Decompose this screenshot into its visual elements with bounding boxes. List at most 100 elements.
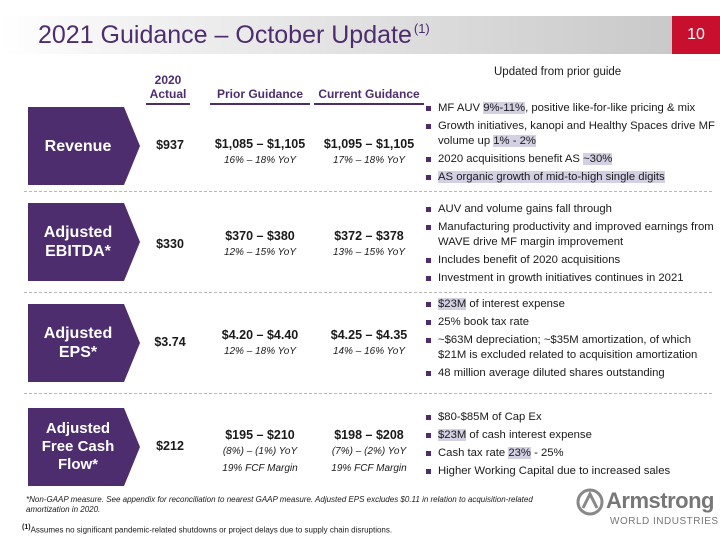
bullet-item: Higher Working Capital due to increased …	[426, 464, 718, 479]
current-range: $4.25 – $4.35	[330, 328, 408, 342]
actual-value: $212	[156, 439, 184, 453]
bullet-square-icon	[426, 320, 431, 325]
bullet-square-icon	[426, 371, 431, 376]
highlighted-text: AS organic growth of mid-to-high single …	[438, 171, 665, 183]
bullet-text: of cash interest expense	[466, 429, 592, 441]
bullet-item: Investment in growth initiatives continu…	[426, 271, 718, 286]
bullet-item: $23M of cash interest expense	[426, 428, 718, 443]
prior-guidance: $1,085 – $1,105 16% – 18% YoY	[210, 136, 310, 169]
bullet-text: - 25%	[530, 447, 564, 459]
armstrong-logo-mark-icon	[576, 488, 604, 516]
bullet-square-icon	[426, 276, 431, 281]
current-guidance: $4.25 – $4.35 14% – 16% YoY	[314, 327, 424, 360]
row-label-revenue: Revenue	[28, 107, 140, 185]
bullet-text: 2020 acquisitions benefit AS	[438, 153, 584, 165]
bullet-square-icon	[426, 415, 431, 420]
prior-range: $4.20 – $4.40	[221, 328, 299, 342]
col-head-actual-text: 2020 Actual	[149, 73, 187, 101]
prior-guidance: $370 – $380 12% – 15% YoY	[210, 228, 310, 261]
bullet-text: Cash tax rate	[438, 447, 509, 459]
row-chevron-shape	[28, 304, 140, 382]
row-label-ebitda: Adjusted EBITDA*	[28, 203, 140, 281]
col-head-underline	[210, 103, 310, 105]
row-divider	[24, 292, 712, 293]
bullet-text: 48 million average diluted shares outsta…	[438, 367, 665, 379]
current-range: $1,095 – $1,105	[323, 137, 415, 151]
bullet-item: Includes benefit of 2020 acquisitions	[426, 253, 718, 268]
prior-yoy: (8%) – (1%) YoY	[222, 446, 298, 457]
prior-range: $370 – $380	[225, 229, 295, 243]
assumption-footnote: (1)Assumes no significant pandemic-relat…	[22, 524, 392, 535]
logo-wordmark: Armstrong	[606, 488, 714, 513]
highlighted-text: 9%-11%	[483, 102, 526, 114]
col-head-actual: 2020 Actual	[146, 73, 190, 105]
bullet-text: 25% book tax rate	[438, 316, 530, 328]
col-head-underline	[146, 103, 190, 105]
current-yoy: 17% – 18% YoY	[332, 155, 406, 166]
armstrong-logo: Armstrong WORLD INDUSTRIES	[572, 488, 718, 536]
title-bar: 2021 Guidance – October Update (1) 10	[0, 16, 720, 54]
bullet-list-revenue: MF AUV 9%-11%, positive like-for-like pr…	[426, 101, 718, 188]
non-gaap-footnote: *Non-GAAP measure. See appendix for reco…	[26, 495, 533, 514]
prior-yoy: 12% – 18% YoY	[223, 346, 297, 357]
highlighted-text: 1% - 2%	[493, 135, 536, 147]
row-label-text: Adjusted EPS*	[43, 325, 113, 361]
current-fcf-margin: 19% FCF Margin	[331, 463, 407, 474]
bullet-text: Manufacturing productivity and improved …	[438, 221, 714, 248]
highlighted-text: 23%	[508, 447, 531, 459]
bullet-square-icon	[426, 338, 431, 343]
bullet-list-fcf: $80-$85M of Cap Ex $23M of cash interest …	[426, 410, 718, 482]
bullet-text: , positive like-for-like pricing & mix	[525, 102, 696, 114]
current-yoy: 13% – 15% YoY	[332, 247, 406, 258]
row-chevron-shape	[28, 408, 140, 486]
title-footnote-marker: (1)	[413, 21, 430, 36]
footnote-text: Assumes no significant pandemic-related …	[30, 525, 393, 535]
actual-value: $3.74	[154, 335, 186, 349]
bullet-text: of interest expense	[466, 298, 565, 310]
current-range: $198 – $208	[334, 428, 404, 442]
bullet-text: Includes benefit of 2020 acquisitions	[438, 254, 621, 266]
col-head-current-text: Current Guidance	[318, 87, 420, 101]
prior-yoy: 16% – 18% YoY	[223, 155, 297, 166]
page-number: 10	[672, 16, 720, 54]
bullet-text: MF AUV	[438, 102, 484, 114]
row-label-eps: Adjusted EPS*	[28, 304, 140, 382]
col-head-prior: Prior Guidance	[210, 87, 310, 105]
bullet-square-icon	[426, 225, 431, 230]
bullet-text: AUV and volume gains fall through	[438, 203, 612, 215]
highlighted-text: $23M	[438, 298, 467, 310]
col-head-underline	[314, 103, 424, 105]
row-label-text: Revenue	[44, 137, 112, 155]
current-guidance: $1,095 – $1,105 17% – 18% YoY	[314, 136, 424, 169]
actual-value: $937	[156, 138, 184, 152]
bullet-text: Higher Working Capital due to increased …	[438, 465, 671, 477]
bullet-item: ~$63M depreciation; ~$35M amortization, …	[426, 333, 718, 363]
prior-yoy: 12% – 15% YoY	[223, 247, 297, 258]
bullet-item: $23M of interest expense	[426, 297, 718, 312]
bullet-item: AS organic growth of mid-to-high single …	[426, 170, 718, 185]
prior-range: $195 – $210	[225, 428, 295, 442]
bullet-item: $80-$85M of Cap Ex	[426, 410, 718, 425]
page-title-text: 2021 Guidance – October Update	[38, 21, 412, 49]
bullet-square-icon	[426, 433, 431, 438]
bullet-square-icon	[426, 106, 431, 111]
bullet-item: AUV and volume gains fall through	[426, 202, 718, 217]
bullet-text: Growth initiatives, kanopi and Healthy S…	[438, 120, 715, 147]
bullet-square-icon	[426, 157, 431, 162]
bullet-item: 25% book tax rate	[426, 315, 718, 330]
highlighted-text: $23M	[438, 429, 467, 441]
row-label-text: Adjusted EBITDA*	[43, 224, 113, 260]
prior-guidance: $195 – $210 (8%) – (1%) YoY 19% FCF Marg…	[210, 427, 310, 477]
current-yoy: (7%) – (2%) YoY	[331, 446, 407, 457]
footnote-marker: (1)	[22, 524, 31, 531]
bullet-square-icon	[426, 124, 431, 129]
page-title: 2021 Guidance – October Update (1)	[38, 21, 430, 50]
bullet-list-ebitda: AUV and volume gains fall through Manufac…	[426, 202, 718, 289]
updated-label: Updated from prior guide	[494, 66, 622, 78]
bullet-text: ~$63M depreciation; ~$35M amortization, …	[438, 334, 698, 361]
row-chevron-shape	[28, 107, 140, 185]
prior-range: $1,085 – $1,105	[214, 137, 306, 151]
bullet-square-icon	[426, 258, 431, 263]
current-guidance: $372 – $378 13% – 15% YoY	[314, 228, 424, 261]
bullet-square-icon	[426, 207, 431, 212]
